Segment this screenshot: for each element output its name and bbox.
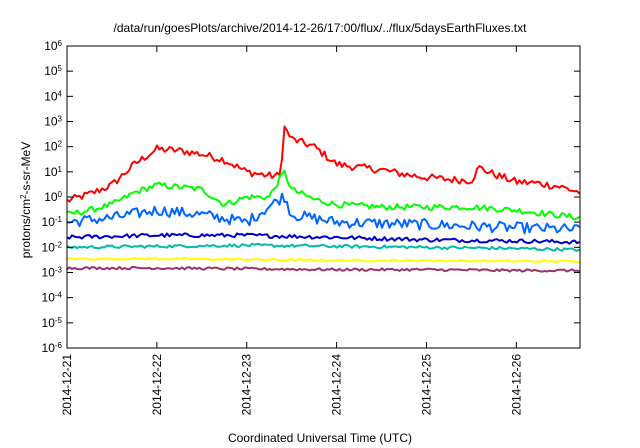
y-tick-label: 10-1 — [42, 215, 63, 230]
x-tick-label: 2014-12-26 — [509, 354, 523, 416]
y-tick-label: 10-4 — [42, 290, 63, 305]
series-line-3 — [66, 232, 580, 245]
y-tick-label: 101 — [44, 164, 62, 179]
x-tick-label: 2014-12-23 — [240, 354, 254, 416]
x-tick-label: 2014-12-25 — [419, 354, 433, 416]
series-line-1 — [66, 169, 580, 221]
y-tick-label-exp: -4 — [55, 290, 63, 299]
y-tick-label-exp: -1 — [55, 215, 63, 224]
series-line-5 — [66, 256, 580, 264]
y-axis-label-sup: 2 — [19, 194, 28, 199]
series-line-6 — [66, 265, 580, 273]
y-tick-label: 10-2 — [42, 240, 63, 255]
y-tick-label-base: 10 — [42, 316, 56, 330]
y-tick-label: 103 — [44, 114, 62, 129]
y-tick-label-exp: 2 — [58, 139, 63, 148]
series-line-4 — [66, 242, 580, 252]
y-tick-label-exp: 6 — [58, 39, 63, 48]
y-axis-label: protons/cm2-s-sr-MeV — [19, 142, 34, 258]
y-tick-label-base: 10 — [42, 291, 56, 305]
y-tick-label-base: 10 — [44, 190, 58, 204]
y-tick-label-base: 10 — [42, 341, 56, 355]
y-tick-label-base: 10 — [44, 165, 58, 179]
y-tick-label: 10-3 — [42, 265, 63, 280]
y-tick-label-exp: -5 — [55, 315, 63, 324]
y-tick-label: 10-6 — [42, 341, 63, 356]
y-tick-label: 10-5 — [42, 315, 63, 330]
ticks-layer: 10-610-510-410-310-210-11001011021031041… — [42, 39, 580, 416]
y-tick-label-exp: 1 — [58, 164, 63, 173]
y-tick-label-base: 10 — [44, 64, 58, 78]
y-tick-label: 104 — [44, 89, 62, 104]
chart-title: /data/run/goesPlots/archive/2014-12-26/1… — [113, 21, 527, 35]
y-tick-label-exp: 0 — [58, 190, 63, 199]
y-tick-label: 106 — [44, 39, 62, 54]
y-tick-label-base: 10 — [44, 140, 58, 154]
x-axis-label: Coordinated Universal Time (UTC) — [227, 431, 413, 445]
y-tick-label-exp: 3 — [58, 114, 63, 123]
y-tick-label-exp: -6 — [55, 341, 63, 350]
y-tick-label: 100 — [44, 190, 62, 205]
y-tick-label: 105 — [44, 64, 62, 79]
y-tick-label-exp: 5 — [58, 64, 63, 73]
y-tick-label-base: 10 — [44, 39, 58, 53]
x-tick-label: 2014-12-22 — [150, 354, 164, 416]
y-axis-label-base: protons/cm — [19, 199, 33, 258]
y-tick-label-base: 10 — [42, 266, 56, 280]
series-line-2 — [66, 192, 581, 235]
y-tick-label-base: 10 — [42, 215, 56, 229]
y-tick-label-exp: -3 — [55, 265, 63, 274]
series-layer — [66, 125, 581, 273]
y-axis-label-rest: -s-sr-MeV — [19, 142, 33, 195]
x-tick-label: 2014-12-24 — [330, 354, 344, 416]
x-tick-label: 2014-12-21 — [60, 354, 74, 416]
y-tick-label-base: 10 — [44, 89, 58, 103]
y-tick-label-base: 10 — [44, 115, 58, 129]
y-tick-label-exp: -2 — [55, 240, 63, 249]
y-tick-label-base: 10 — [42, 240, 56, 254]
y-tick-label: 102 — [44, 139, 62, 154]
series-line-0 — [66, 125, 581, 203]
y-tick-label-exp: 4 — [58, 89, 63, 98]
plot-frame — [66, 45, 581, 349]
